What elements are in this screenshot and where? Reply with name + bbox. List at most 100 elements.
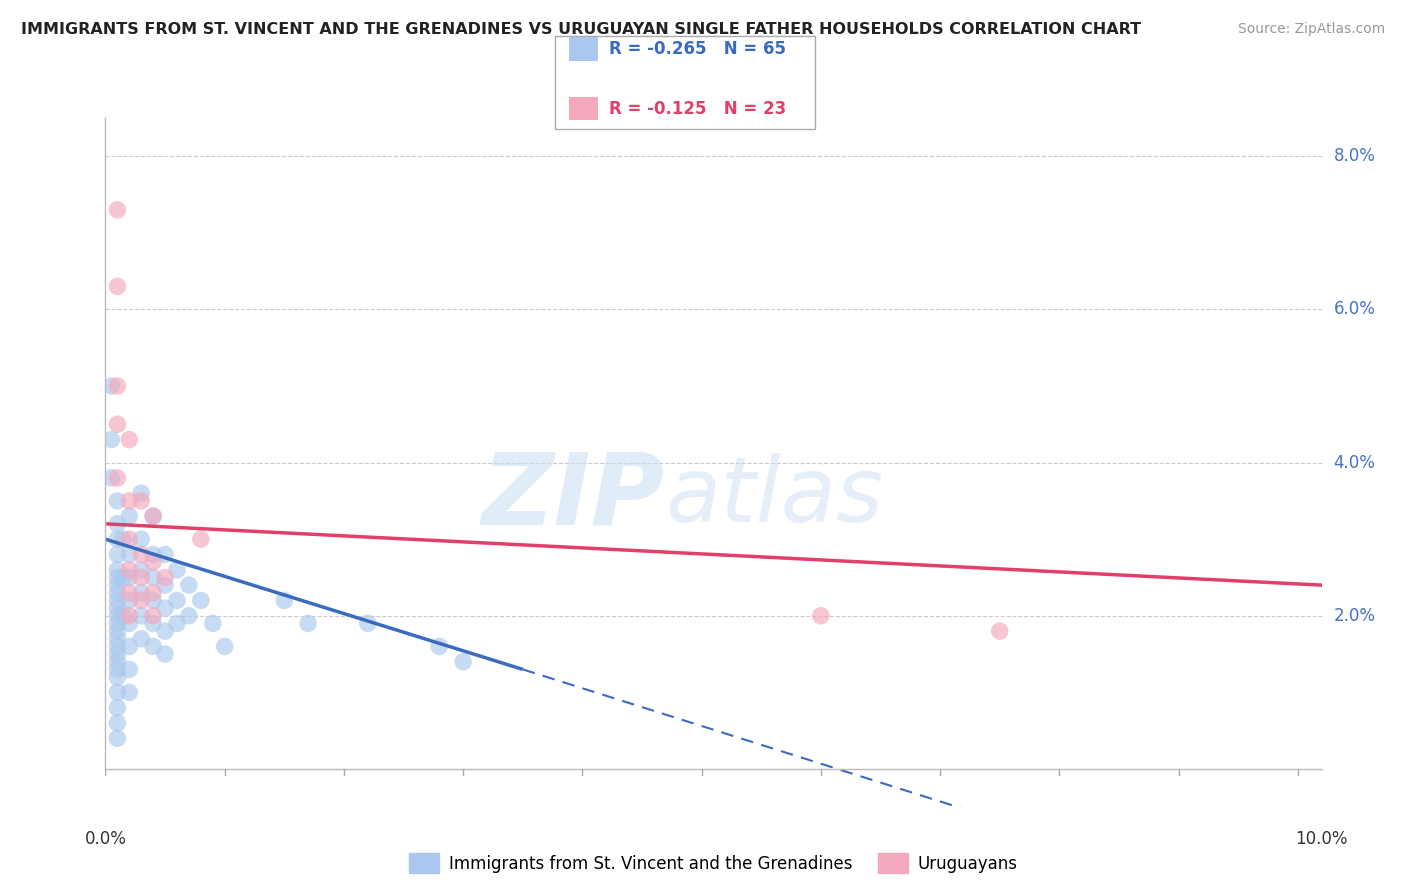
Point [273,593,295,607]
Text: 4.0%: 4.0% [1333,453,1375,472]
Point [105,516,128,531]
Point [166,563,188,577]
Point [112,570,135,584]
Point [105,632,128,646]
Point [142,593,165,607]
Point [129,608,152,623]
Point [105,662,128,676]
Point [129,593,152,607]
Point [810,608,832,623]
Text: atlas: atlas [665,453,883,541]
Point [177,608,200,623]
Point [142,640,165,654]
Point [357,616,380,631]
Point [142,548,165,562]
Point [166,593,188,607]
Point [105,586,128,600]
Point [118,593,141,607]
Point [105,608,128,623]
Point [190,532,212,546]
Text: 6.0%: 6.0% [1333,301,1375,318]
Point [105,279,128,293]
Point [129,532,152,546]
Point [105,685,128,699]
Point [142,616,165,631]
Point [105,379,128,393]
Point [142,509,165,524]
Point [105,731,128,746]
Text: ZIP: ZIP [482,449,665,546]
Point [118,563,141,577]
Point [118,509,141,524]
Point [118,494,141,508]
Point [190,593,212,607]
Point [112,608,135,623]
Point [118,532,141,546]
Point [118,640,141,654]
Point [451,655,474,669]
Point [118,586,141,600]
Point [153,548,176,562]
Point [105,616,128,631]
Point [105,494,128,508]
Point [105,655,128,669]
Point [105,624,128,639]
Point [105,471,128,485]
Point [129,632,152,646]
Point [118,662,141,676]
Text: 10.0%: 10.0% [1295,830,1348,848]
Point [105,417,128,432]
Point [177,578,200,592]
Text: R = -0.125   N = 23: R = -0.125 N = 23 [609,100,786,118]
Point [118,570,141,584]
Point [201,616,224,631]
Point [129,563,152,577]
Point [118,548,141,562]
Point [105,570,128,584]
Point [166,616,188,631]
Point [153,624,176,639]
Text: 0.0%: 0.0% [84,830,127,848]
Point [142,586,165,600]
Point [297,616,319,631]
Point [118,616,141,631]
Point [142,509,165,524]
Point [142,608,165,623]
Point [100,471,122,485]
Point [129,570,152,584]
Point [214,640,236,654]
Text: 8.0%: 8.0% [1333,147,1375,165]
Point [105,548,128,562]
Text: 2.0%: 2.0% [1333,607,1375,624]
Point [142,570,165,584]
Point [105,601,128,615]
Point [105,700,128,714]
Point [118,685,141,699]
Point [105,593,128,607]
Point [129,586,152,600]
Point [105,647,128,661]
Point [105,532,128,546]
Point [100,379,122,393]
Text: R = -0.265   N = 65: R = -0.265 N = 65 [609,40,786,58]
Point [105,202,128,217]
Point [988,624,1011,639]
Point [100,433,122,447]
Point [105,563,128,577]
Point [112,532,135,546]
Point [427,640,450,654]
Point [105,640,128,654]
Point [129,494,152,508]
Point [105,578,128,592]
Point [105,670,128,684]
Point [129,486,152,500]
Point [153,647,176,661]
Text: Source: ZipAtlas.com: Source: ZipAtlas.com [1237,22,1385,37]
Point [118,608,141,623]
Point [129,548,152,562]
Text: IMMIGRANTS FROM ST. VINCENT AND THE GRENADINES VS URUGUAYAN SINGLE FATHER HOUSEH: IMMIGRANTS FROM ST. VINCENT AND THE GREN… [21,22,1142,37]
Point [153,570,176,584]
Point [153,578,176,592]
Point [105,716,128,731]
Point [118,433,141,447]
